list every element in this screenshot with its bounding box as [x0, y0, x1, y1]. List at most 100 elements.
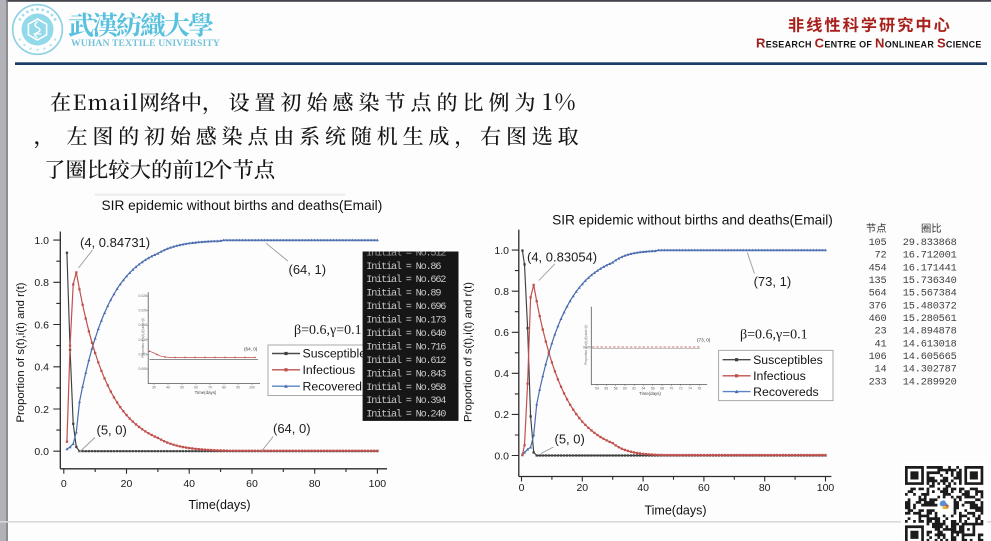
svg-text:62: 62 — [632, 387, 636, 391]
svg-text:0: 0 — [519, 482, 525, 494]
svg-text:(5, 0): (5, 0) — [97, 423, 127, 438]
svg-text:Initial = No.86: Initial = No.86 — [366, 261, 441, 273]
svg-text:Initial = No.716: Initial = No.716 — [366, 341, 446, 353]
svg-text:60: 60 — [698, 482, 710, 494]
svg-text:(73, 0): (73, 0) — [697, 338, 711, 343]
svg-text:Initial = No.843: Initial = No.843 — [366, 368, 446, 380]
svg-text:0.4: 0.4 — [494, 368, 509, 380]
svg-text:80: 80 — [222, 386, 226, 390]
svg-text:Susceptibles: Susceptibles — [303, 347, 373, 361]
svg-text:0.020: 0.020 — [139, 309, 148, 313]
svg-text:16.712001: 16.712001 — [903, 250, 957, 262]
svg-text:14: 14 — [875, 364, 887, 376]
svg-text:564: 564 — [869, 288, 887, 300]
svg-text:76: 76 — [697, 387, 701, 391]
svg-text:(73, 1): (73, 1) — [754, 274, 792, 289]
svg-text:454: 454 — [869, 262, 887, 274]
svg-text:0.2: 0.2 — [494, 409, 509, 421]
svg-text:106: 106 — [869, 351, 887, 363]
svg-text:60: 60 — [246, 478, 258, 490]
svg-text:Recovereds: Recovereds — [303, 379, 369, 393]
svg-text:SIR epidemic without births an: SIR epidemic without births and deaths(E… — [552, 213, 833, 228]
svg-text:Recovereds: Recovereds — [753, 385, 819, 399]
svg-text:20: 20 — [121, 478, 133, 490]
svg-text:Initial = No.89: Initial = No.89 — [366, 288, 441, 300]
svg-text:20: 20 — [576, 482, 588, 494]
svg-text:40: 40 — [637, 482, 649, 494]
svg-text:(64, 0): (64, 0) — [273, 421, 311, 436]
svg-text:0.6: 0.6 — [34, 319, 49, 331]
svg-text:Time(days): Time(days) — [195, 390, 217, 395]
svg-text:100: 100 — [249, 386, 255, 390]
svg-text:Infectious: Infectious — [303, 363, 356, 377]
svg-text:Time(days): Time(days) — [639, 391, 661, 396]
svg-text:0.4: 0.4 — [34, 362, 49, 374]
svg-text:Initial = No.512: Initial = No.512 — [366, 247, 446, 259]
svg-text:1.0: 1.0 — [494, 245, 509, 257]
svg-text:14.302787: 14.302787 — [903, 364, 957, 376]
svg-text:(64, 0): (64, 0) — [244, 347, 258, 352]
svg-text:100: 100 — [817, 482, 835, 494]
svg-text:72: 72 — [679, 387, 683, 391]
svg-text:1.0: 1.0 — [34, 235, 49, 247]
svg-text:Initial = No.696: Initial = No.696 — [366, 301, 446, 313]
svg-text:SIR epidemic without births an: SIR epidemic without births and deaths(E… — [102, 198, 383, 213]
svg-text:68: 68 — [660, 387, 664, 391]
svg-text:(64, 1): (64, 1) — [289, 262, 327, 277]
svg-text:66: 66 — [651, 387, 655, 391]
svg-text:40: 40 — [166, 386, 170, 390]
svg-text:15.736340: 15.736340 — [903, 275, 957, 287]
svg-text:100: 100 — [369, 478, 387, 490]
svg-text:0.8: 0.8 — [34, 277, 49, 289]
svg-text:0.00: 0.00 — [583, 346, 590, 350]
svg-text:15.480372: 15.480372 — [903, 300, 957, 312]
svg-text:0.0: 0.0 — [494, 450, 509, 462]
svg-text:105: 105 — [869, 237, 887, 249]
svg-text:16.171441: 16.171441 — [903, 262, 957, 274]
svg-text:RESEARCH CENTRE OF NONLINEAR S: RESEARCH CENTRE OF NONLINEAR SCIENCE — [756, 36, 982, 51]
svg-text:80: 80 — [309, 478, 321, 490]
svg-text:Susceptibles: Susceptibles — [753, 353, 823, 367]
svg-text:50: 50 — [180, 386, 184, 390]
svg-text:0.010: 0.010 — [139, 338, 148, 342]
svg-text:(5, 0): (5, 0) — [555, 432, 585, 447]
svg-text:β=0.6,γ=0.1: β=0.6,γ=0.1 — [294, 323, 362, 338]
svg-text:54: 54 — [595, 387, 599, 391]
svg-text:0.0: 0.0 — [34, 446, 49, 458]
svg-text:Proportion of s(t),i(t) and r(: Proportion of s(t),i(t) and r(t) — [463, 282, 475, 422]
svg-text:Infectious: Infectious — [753, 369, 806, 383]
svg-text:14.289920: 14.289920 — [903, 376, 957, 388]
svg-text:0.005: 0.005 — [139, 352, 148, 356]
svg-text:Proportion of s(t),i(t) and r(: Proportion of s(t),i(t) and r(t) — [584, 325, 588, 365]
svg-text:WUHAN TEXTILE UNIVERSITY: WUHAN TEXTILE UNIVERSITY — [71, 38, 220, 49]
svg-text:Time(days): Time(days) — [188, 498, 250, 512]
svg-text:0: 0 — [61, 478, 67, 490]
svg-text:41: 41 — [875, 338, 887, 350]
svg-text:Initial = No.240: Initial = No.240 — [366, 409, 446, 421]
svg-text:60: 60 — [623, 387, 627, 391]
svg-text:90: 90 — [236, 386, 240, 390]
svg-text:72: 72 — [875, 250, 887, 262]
svg-text:135: 135 — [869, 275, 887, 287]
svg-text:23: 23 — [875, 326, 887, 338]
svg-text:Initial = No.173: Initial = No.173 — [366, 315, 446, 327]
svg-text:(4, 0.83054): (4, 0.83054) — [527, 250, 597, 265]
svg-text:14.613018: 14.613018 — [903, 338, 957, 350]
svg-text:64: 64 — [642, 387, 646, 391]
svg-text:0.015: 0.015 — [139, 323, 148, 327]
svg-text:14.605665: 14.605665 — [903, 351, 957, 363]
svg-text:14.894878: 14.894878 — [903, 326, 957, 338]
svg-text:β=0.6,γ=0.1: β=0.6,γ=0.1 — [740, 328, 808, 343]
svg-text:0.2: 0.2 — [34, 404, 49, 416]
svg-text:29.833868: 29.833868 — [903, 237, 957, 249]
svg-text:70: 70 — [208, 386, 212, 390]
svg-text:Initial = No.958: Initial = No.958 — [366, 382, 446, 394]
svg-text:Initial = No.640: Initial = No.640 — [366, 328, 446, 340]
svg-text:Initial = No.394: Initial = No.394 — [366, 395, 446, 407]
svg-text:40: 40 — [183, 478, 195, 490]
svg-text:70: 70 — [670, 387, 674, 391]
svg-text:Initial = No.612: Initial = No.612 — [366, 355, 446, 367]
svg-text:56: 56 — [604, 387, 608, 391]
svg-text:30: 30 — [152, 386, 156, 390]
svg-text:460: 460 — [869, 313, 887, 325]
